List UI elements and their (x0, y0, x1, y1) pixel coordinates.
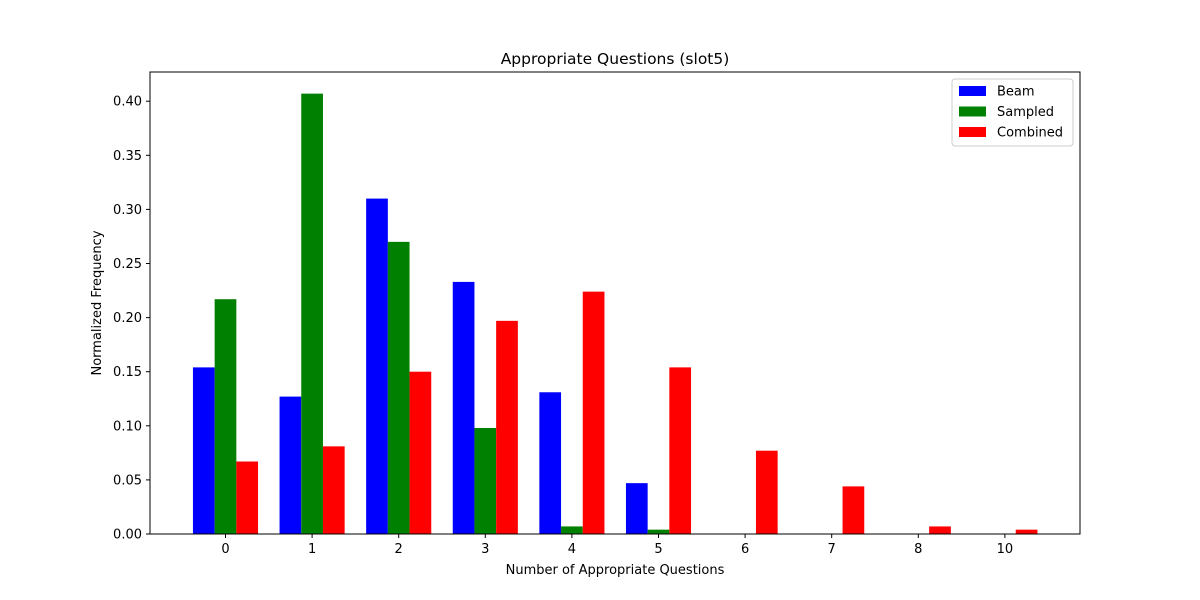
bar-sampled-2 (387, 241, 410, 534)
x-axis-title: Number of Appropriate Questions (506, 563, 725, 578)
chart-title: Appropriate Questions (slot5) (501, 50, 730, 68)
y-tick-label: 0.20 (113, 311, 142, 326)
y-tick-label: 0.30 (113, 203, 142, 218)
bar-combined-7 (842, 486, 865, 534)
y-axis: 0.00 0.05 0.10 0.15 0.20 0.25 0.30 0.35 0.40 (113, 95, 150, 543)
y-tick-label: 0.40 (113, 95, 142, 110)
x-axis: 0 1 2 3 4 5 6 7 8 10 (221, 534, 1013, 557)
legend: Beam Sampled Combined (951, 78, 1074, 147)
bar-combined-4 (582, 291, 605, 534)
bar-sampled-5 (647, 529, 670, 534)
bar-combined-3 (496, 320, 518, 534)
legend-label-combined: Combined (997, 126, 1063, 141)
legend-swatch-sampled (959, 106, 986, 117)
bar-beam-1 (279, 396, 302, 534)
bar-sampled-0 (214, 299, 237, 534)
y-tick-label: 0.25 (113, 257, 142, 272)
x-tick-label: 4 (568, 542, 576, 557)
bar-beam-0 (192, 367, 215, 534)
bar-beam-4 (539, 392, 562, 534)
bar-beam-5 (625, 483, 648, 534)
bar-combined-5 (669, 367, 692, 534)
y-axis-title: Normalized Frequency (90, 230, 105, 375)
bar-combined-8 (929, 526, 951, 534)
x-tick-label: 8 (914, 542, 922, 557)
legend-label-sampled: Sampled (997, 105, 1054, 120)
y-tick-label: 0.00 (113, 528, 142, 543)
x-tick-label: 7 (828, 542, 836, 557)
y-tick-label: 0.05 (113, 473, 142, 488)
legend-swatch-combined (959, 127, 986, 137)
bar-combined-2 (409, 371, 432, 534)
x-tick-label: 10 (997, 542, 1014, 557)
bar-combined-6 (755, 450, 778, 534)
x-tick-label: 1 (308, 542, 316, 557)
x-tick-label: 2 (395, 542, 403, 557)
plot-area-frame (149, 71, 1081, 535)
x-tick-label: 6 (741, 542, 749, 557)
y-tick-label: 0.35 (113, 149, 142, 164)
y-tick-label: 0.10 (113, 419, 142, 434)
bar-sampled-1 (301, 93, 323, 534)
bar-sampled-4 (561, 526, 583, 534)
bar-combined-1 (322, 446, 345, 534)
x-tick-label: 0 (221, 542, 229, 557)
bars-layer (192, 93, 1038, 534)
legend-label-beam: Beam (997, 85, 1035, 100)
x-tick-label: 5 (654, 542, 662, 557)
x-tick-label: 3 (481, 542, 489, 557)
bar-sampled-3 (474, 427, 497, 534)
y-tick-label: 0.15 (113, 365, 142, 380)
legend-swatch-beam (959, 86, 986, 96)
bar-beam-2 (366, 198, 388, 534)
bar-combined-0 (236, 461, 259, 534)
bar-combined-10 (1015, 529, 1038, 534)
bar-beam-3 (452, 281, 475, 534)
